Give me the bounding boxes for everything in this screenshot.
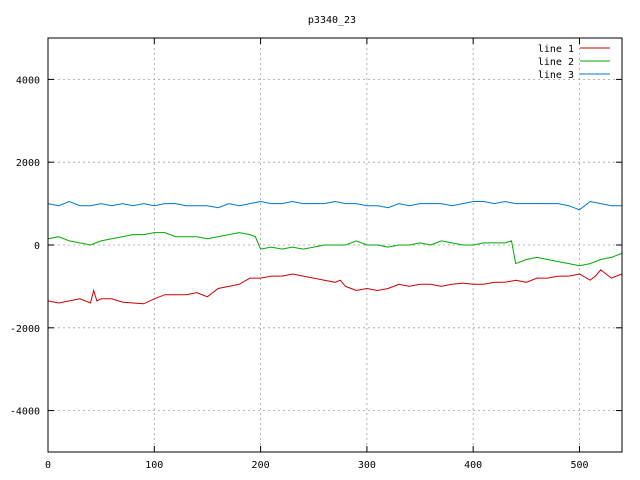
y-tick-label: -2000 — [10, 324, 40, 335]
series-line-1 — [47, 269, 623, 305]
axis-ticks: 0 100 200 300 400 500 -4000 -2000 0 2000 4000 — [10, 38, 622, 471]
series-layer — [47, 200, 623, 305]
x-tick-label: 500 — [570, 460, 588, 471]
x-tick-label: 100 — [145, 460, 163, 471]
legend-label-2: line 2 — [538, 57, 574, 68]
series-line-3 — [47, 200, 622, 211]
chart-title: p3340_23 — [308, 15, 356, 26]
y-tick-label: 2000 — [16, 158, 40, 169]
y-tick-label: 4000 — [16, 75, 40, 86]
y-tick-label: -4000 — [10, 407, 40, 418]
y-tick-label: 0 — [34, 241, 40, 252]
x-tick-label: 0 — [45, 460, 51, 471]
legend-label-1: line 1 — [538, 44, 574, 55]
x-tick-label: 400 — [464, 460, 482, 471]
legend: line 1 line 2 line 3 — [538, 44, 610, 81]
x-tick-label: 300 — [358, 460, 376, 471]
series-line-2 — [47, 232, 623, 267]
legend-label-3: line 3 — [538, 70, 574, 81]
x-tick-label: 200 — [252, 460, 270, 471]
